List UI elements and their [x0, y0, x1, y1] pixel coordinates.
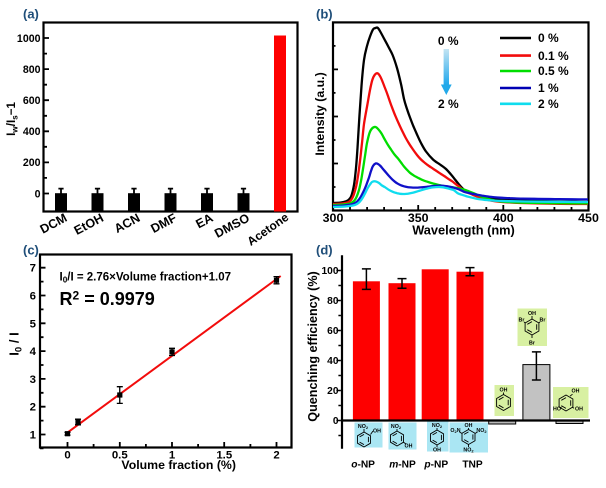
svg-text:0: 0	[64, 450, 70, 462]
svg-text:1 %: 1 %	[538, 81, 559, 95]
svg-text:0 %: 0 %	[438, 34, 459, 48]
svg-text:40: 40	[327, 356, 339, 367]
svg-text:p-NP: p-NP	[423, 460, 448, 471]
svg-text:R2 = 0.9979: R2 = 0.9979	[60, 289, 155, 310]
svg-text:100: 100	[322, 266, 339, 277]
svg-text:TNP: TNP	[462, 460, 483, 471]
svg-text:O2N: O2N	[450, 428, 460, 434]
svg-text:OH: OH	[572, 389, 580, 395]
svg-text:1: 1	[169, 450, 176, 462]
svg-text:2 %: 2 %	[538, 97, 559, 111]
svg-text:400: 400	[23, 126, 41, 138]
svg-text:HO: HO	[553, 407, 561, 413]
svg-text:60: 60	[327, 326, 339, 337]
svg-text:0.5 %: 0.5 %	[538, 64, 569, 78]
svg-text:3: 3	[30, 374, 36, 386]
svg-text:1.5: 1.5	[216, 450, 232, 462]
svg-text:Quenching efficiency (%): Quenching efficiency (%)	[306, 271, 320, 421]
svg-text:Br: Br	[519, 318, 525, 324]
svg-text:OH: OH	[373, 428, 381, 434]
svg-text:350: 350	[408, 211, 429, 225]
svg-text:20: 20	[327, 386, 339, 397]
svg-text:NO2: NO2	[476, 428, 487, 434]
svg-text:0: 0	[35, 188, 41, 200]
svg-text:NO2: NO2	[463, 448, 474, 454]
svg-text:450: 450	[578, 211, 599, 225]
svg-text:NO2: NO2	[391, 424, 402, 430]
svg-text:(c): (c)	[23, 243, 39, 258]
svg-text:1: 1	[30, 430, 37, 442]
svg-text:200: 200	[23, 157, 41, 169]
svg-text:6: 6	[30, 291, 36, 303]
svg-text:0.5: 0.5	[112, 450, 128, 462]
svg-text:I0/I = 2.76×Volume fraction+1.: I0/I = 2.76×Volume fraction+1.07	[60, 272, 232, 285]
svg-text:7: 7	[30, 263, 36, 275]
svg-text:80: 80	[327, 296, 339, 307]
svg-text:2: 2	[30, 402, 36, 414]
svg-text:OH: OH	[405, 444, 413, 450]
svg-text:0 %: 0 %	[538, 31, 559, 45]
svg-text:1000: 1000	[17, 33, 41, 45]
svg-text:600: 600	[23, 95, 41, 107]
svg-text:2: 2	[273, 450, 279, 462]
svg-text:5: 5	[30, 318, 37, 330]
svg-text:0.1 %: 0.1 %	[538, 49, 569, 63]
svg-text:Br: Br	[529, 341, 535, 347]
svg-text:Wavelength (nm): Wavelength (nm)	[412, 222, 515, 237]
svg-text:Iw/Is−1: Iw/Is−1	[6, 102, 19, 136]
svg-text:800: 800	[23, 64, 41, 76]
svg-text:OH: OH	[500, 388, 508, 394]
svg-text:o-NP: o-NP	[351, 460, 375, 471]
svg-text:NO2: NO2	[358, 424, 369, 430]
svg-text:300: 300	[323, 211, 344, 225]
svg-text:Volume fraction (%): Volume fraction (%)	[121, 458, 236, 472]
svg-text:OH: OH	[575, 407, 583, 413]
svg-text:OH: OH	[465, 423, 473, 429]
svg-text:2 %: 2 %	[438, 97, 459, 111]
svg-text:Br: Br	[540, 318, 546, 324]
svg-text:(d): (d)	[316, 243, 333, 258]
svg-text:0: 0	[333, 416, 339, 427]
svg-text:(b): (b)	[316, 7, 333, 22]
svg-text:OH: OH	[528, 311, 536, 317]
svg-text:(a): (a)	[23, 7, 39, 22]
svg-text:m-NP: m-NP	[389, 460, 416, 471]
svg-text:400: 400	[493, 211, 514, 225]
svg-text:NO2: NO2	[432, 423, 443, 429]
svg-text:OH: OH	[433, 448, 441, 454]
svg-text:Intensity (a.u.): Intensity (a.u.)	[313, 72, 327, 155]
svg-text:4: 4	[30, 346, 37, 358]
